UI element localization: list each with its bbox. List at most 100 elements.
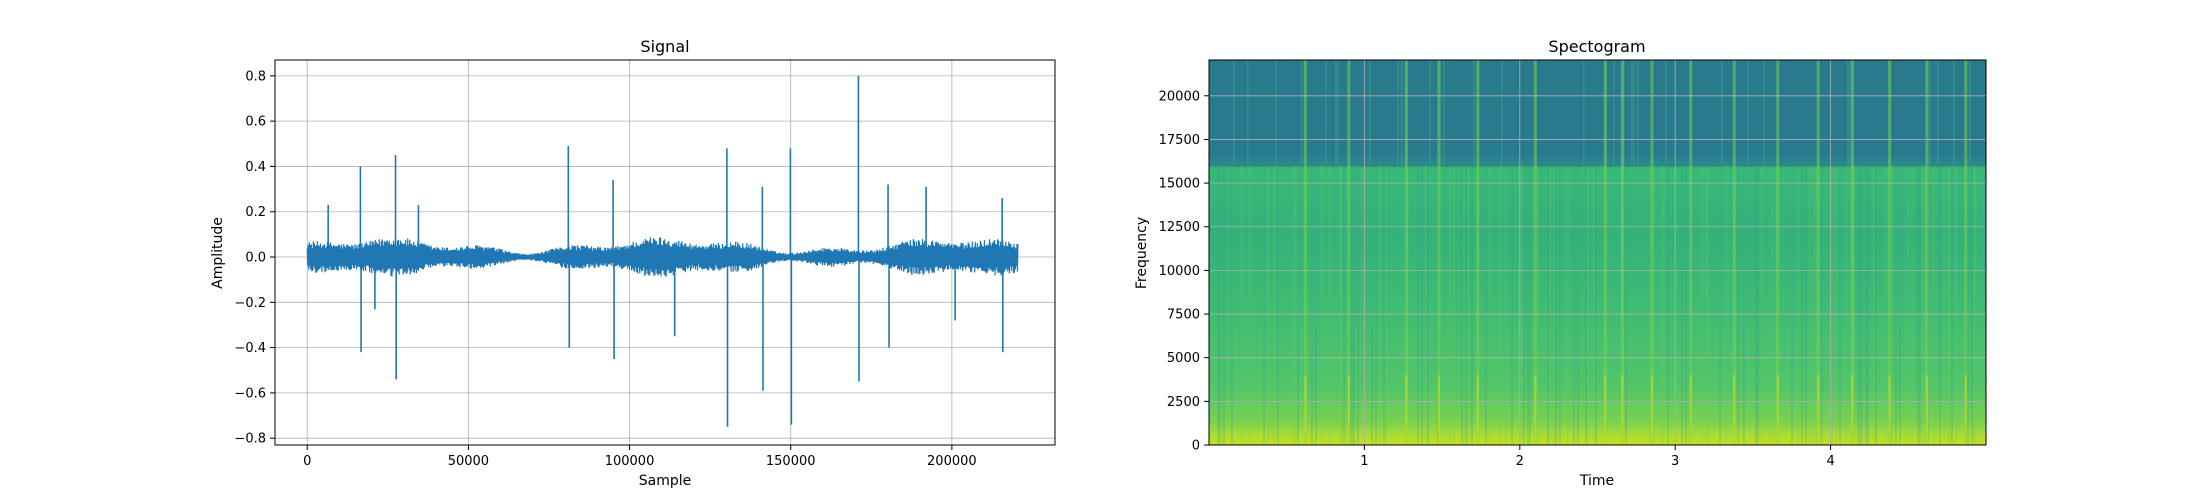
spectrogram-transient-low bbox=[1964, 375, 1967, 445]
spectrogram-texture-stripe bbox=[1397, 60, 1399, 166]
signal-y-tick-label: −0.4 bbox=[234, 341, 266, 356]
spectrogram-texture-stripe bbox=[1511, 165, 1513, 445]
spectrogram-texture-stripe bbox=[1219, 165, 1221, 445]
spectrogram-texture-stripe bbox=[1473, 60, 1475, 166]
spectrogram-transient bbox=[1603, 60, 1607, 445]
spectrogram-texture-stripe bbox=[1325, 60, 1327, 166]
spectrogram-transient-low bbox=[1851, 375, 1854, 445]
spectrogram-texture-stripe bbox=[1899, 165, 1901, 445]
spectrogram-texture-stripe bbox=[1585, 165, 1587, 445]
signal-y-tick-label: −0.8 bbox=[234, 432, 266, 447]
spectrogram-texture-stripe bbox=[1573, 165, 1575, 445]
spectrogram-y-tick-label: 10000 bbox=[1159, 264, 1200, 279]
signal-y-tick-label: 0.8 bbox=[245, 69, 266, 84]
signal-x-axis: 0 50000 100000 150000 200000 bbox=[303, 445, 977, 469]
spectrogram-texture-stripe bbox=[1631, 60, 1633, 166]
spectrogram-texture-stripe bbox=[1923, 165, 1925, 445]
spectrogram-transient-low bbox=[1733, 375, 1736, 445]
spectrogram-transient bbox=[1404, 60, 1408, 445]
spectrogram-transient bbox=[1964, 60, 1968, 445]
spectrogram-transient bbox=[1347, 60, 1351, 445]
spectrogram-texture-stripe bbox=[1553, 165, 1555, 445]
spectrogram-texture-stripe bbox=[1755, 165, 1757, 445]
spectrogram-texture-stripe bbox=[1329, 165, 1331, 445]
spectrogram-texture-stripe bbox=[1809, 165, 1811, 445]
spectrogram-texture-stripe bbox=[1653, 165, 1655, 445]
spectrogram-texture-stripe bbox=[1335, 60, 1337, 166]
signal-y-axis: −0.8 −0.6 −0.4 −0.2 0.0 0.2 0.4 0.6 0.8 bbox=[234, 69, 275, 447]
spectrogram-texture-stripe bbox=[1485, 165, 1487, 445]
spectrogram-texture-stripe bbox=[1885, 165, 1887, 445]
spectrogram-texture-stripe bbox=[1661, 165, 1663, 445]
spectrogram-texture-stripe bbox=[1955, 165, 1957, 445]
spectrogram-texture-stripe bbox=[1453, 165, 1455, 445]
spectrogram-texture-stripe bbox=[1587, 165, 1589, 445]
spectrogram-transient-low bbox=[1405, 375, 1408, 445]
spectrogram-texture-stripe bbox=[1321, 165, 1323, 445]
spectrogram-texture-stripe bbox=[1975, 165, 1977, 445]
spectrogram-texture-stripe bbox=[1971, 165, 1973, 445]
spectrogram-texture-stripe bbox=[1383, 165, 1385, 445]
spectrogram-texture-stripe bbox=[1805, 165, 1807, 445]
spectrogram-y-tick-label: 5000 bbox=[1167, 351, 1200, 366]
spectrogram-texture-stripe bbox=[1489, 165, 1491, 445]
spectrogram-texture-stripe bbox=[1951, 165, 1953, 445]
spectrogram-texture-stripe bbox=[1907, 165, 1909, 445]
signal-x-tick-label: 0 bbox=[303, 454, 311, 469]
spectrogram-texture-stripe bbox=[1263, 165, 1265, 445]
spectrogram-texture-stripe bbox=[1857, 165, 1859, 445]
spectrogram-texture-stripe bbox=[1467, 165, 1469, 445]
spectrogram-texture-stripe bbox=[1505, 165, 1507, 445]
spectrogram-texture-stripe bbox=[1967, 165, 1969, 445]
spectrogram-x-axis: 1 2 3 4 bbox=[1360, 445, 1835, 469]
spectrogram-transient-low bbox=[1776, 375, 1779, 445]
spectrogram-grid bbox=[1209, 60, 1986, 445]
spectrogram-panel: Spectogram 1 2 3 4 0 2500 5000 7500 10000 12500 1… bbox=[1134, 37, 1987, 489]
spectrogram-texture-stripe bbox=[1613, 60, 1615, 166]
spectrogram-frame bbox=[1208, 59, 1987, 446]
spectrogram-texture-stripe bbox=[1343, 165, 1345, 445]
spectrogram-transient bbox=[1476, 60, 1480, 445]
signal-y-axis-label: Amplitude bbox=[210, 217, 226, 289]
signal-x-tick-label: 50000 bbox=[448, 454, 489, 469]
spectrogram-transient bbox=[1303, 60, 1307, 445]
spectrogram-texture-stripe bbox=[1417, 165, 1419, 445]
spectrogram-transient-low bbox=[1689, 375, 1692, 445]
spectrogram-texture-stripe bbox=[1293, 165, 1295, 445]
spectrogram-x-tick-label: 3 bbox=[1671, 454, 1679, 469]
spectrogram-texture-stripe bbox=[1523, 165, 1525, 445]
spectrogram-texture-stripe bbox=[1839, 165, 1841, 445]
signal-title: Signal bbox=[640, 37, 689, 56]
spectrogram-texture-stripe bbox=[1547, 165, 1549, 445]
signal-panel: Signal 0 50000 100000 150000 200000 −0.8 −0.6… bbox=[210, 37, 1056, 489]
spectrogram-texture-stripe bbox=[1429, 60, 1431, 166]
spectrogram-y-axis-label: Frequency bbox=[1134, 217, 1150, 289]
spectrogram-texture-stripe bbox=[1357, 165, 1359, 445]
spectrogram-texture-stripe bbox=[1849, 60, 1851, 166]
spectrogram-texture-stripe bbox=[1425, 165, 1427, 445]
signal-line bbox=[306, 237, 1019, 277]
spectrogram-texture-stripe bbox=[1801, 165, 1803, 445]
spectrogram-texture bbox=[1217, 60, 1977, 445]
spectrogram-transient bbox=[1533, 60, 1537, 445]
spectrogram-transient bbox=[1888, 60, 1892, 445]
spectrogram-transient bbox=[1650, 60, 1654, 445]
spectrogram-texture-stripe bbox=[1471, 165, 1473, 445]
spectrogram-texture-stripe bbox=[1681, 165, 1683, 445]
spectrogram-transient bbox=[1732, 60, 1736, 445]
spectrogram-x-tick-label: 1 bbox=[1360, 454, 1368, 469]
spectrogram-texture-stripe bbox=[1665, 60, 1667, 166]
spectrogram-texture-stripe bbox=[1707, 165, 1709, 445]
spectrogram-transient bbox=[1925, 60, 1929, 445]
spectrogram-texture-stripe bbox=[1911, 165, 1913, 445]
spectrogram-texture-stripe bbox=[1845, 165, 1847, 445]
spectrogram-texture-stripe bbox=[1593, 165, 1595, 445]
spectrogram-texture-stripe bbox=[1385, 165, 1387, 445]
signal-y-tick-label: 0.6 bbox=[245, 115, 266, 130]
spectrogram-texture-stripe bbox=[1499, 165, 1501, 445]
spectrogram-texture-stripe bbox=[1701, 165, 1703, 445]
spectrogram-texture-stripe bbox=[1315, 165, 1317, 445]
spectrogram-texture-stripe bbox=[1461, 165, 1463, 445]
signal-x-tick-label: 100000 bbox=[605, 454, 655, 469]
spectrogram-y-tick-label: 2500 bbox=[1167, 395, 1200, 410]
